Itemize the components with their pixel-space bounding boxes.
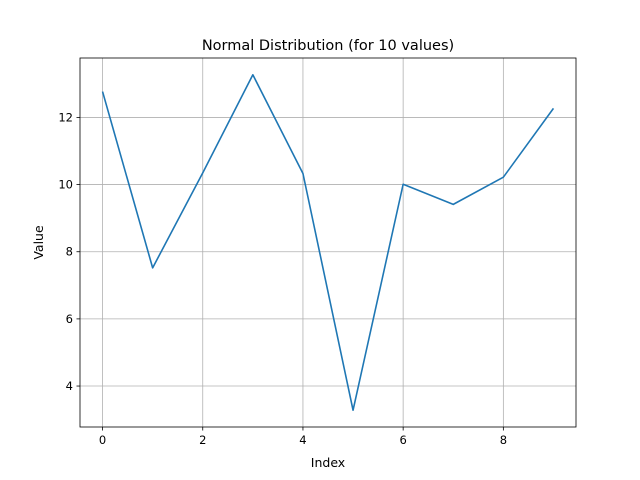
plot-frame (79, 57, 577, 428)
y-axis-label: Value (31, 225, 46, 260)
y-tick-label: 12 (58, 110, 73, 124)
x-tick-label: 2 (199, 433, 206, 447)
x-tick-label: 4 (299, 433, 306, 447)
axis-ticks: 0 2 4 6 8 4 6 8 10 12 (58, 110, 507, 447)
x-tick-label: 6 (399, 433, 406, 447)
chart-title: Normal Distribution (for 10 values) (202, 38, 454, 54)
x-tick-label: 8 (500, 433, 507, 447)
x-tick-label: 0 (99, 433, 106, 447)
grid-lines (80, 58, 576, 427)
y-tick-label: 8 (66, 245, 73, 259)
y-tick-label: 4 (66, 379, 73, 393)
y-tick-label: 10 (58, 178, 73, 192)
series-layer (101, 73, 555, 412)
y-tick-label: 6 (66, 312, 73, 326)
series-line (101, 73, 555, 412)
x-axis-label: Index (311, 455, 345, 470)
